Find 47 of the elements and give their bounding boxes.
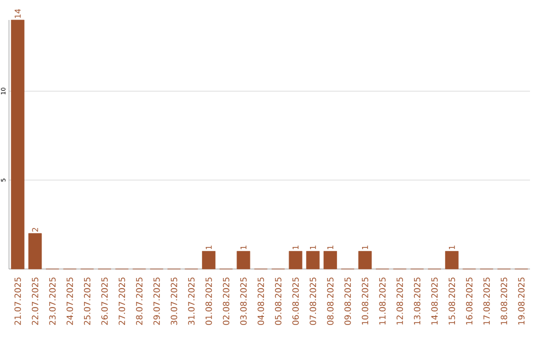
bar (306, 251, 320, 270)
x-tick-label: 29.07.2025 (153, 278, 160, 325)
bar (288, 251, 302, 270)
x-tick-label: 16.08.2025 (466, 278, 472, 325)
x-tick-label: 31.07.2025 (188, 278, 195, 325)
x-tick-label: 14.08.2025 (431, 278, 438, 325)
x-tick-label: 24.07.2025 (66, 278, 74, 325)
bar (236, 251, 250, 270)
x-tick-label: 21.07.2025 (14, 278, 21, 325)
x-tick-label: 23.07.2025 (49, 278, 56, 325)
x-tick-label: 13.08.2025 (414, 278, 420, 325)
data-label: 1 (448, 246, 455, 250)
x-tick-label: 06.08.2025 (292, 278, 299, 325)
x-tick-label: 18.08.2025 (500, 278, 508, 325)
x-tick-label: 26.07.2025 (101, 278, 108, 325)
bar (324, 251, 337, 270)
x-tick-label: 25.07.2025 (84, 278, 90, 325)
x-tick-label: 15.08.2025 (448, 278, 456, 325)
x-tick-label: 02.08.2025 (222, 278, 230, 325)
data-label: 1 (292, 246, 298, 250)
x-tick-label: 19.08.2025 (518, 278, 525, 325)
x-tick-label: 07.08.2025 (310, 278, 316, 325)
data-label: 1 (327, 246, 334, 250)
x-tick-label: 09.08.2025 (344, 278, 351, 325)
x-tick-label: 11.08.2025 (379, 278, 386, 325)
data-label: 2 (32, 228, 38, 232)
x-tick-label: 03.08.2025 (240, 278, 247, 325)
x-tick-label: 30.07.2025 (170, 278, 178, 325)
data-label: 1 (310, 246, 316, 250)
bar (358, 251, 372, 270)
x-tick-label: 10.08.2025 (362, 278, 368, 325)
x-tick-label: 12.08.2025 (396, 278, 403, 325)
bar (445, 251, 459, 270)
data-label: 1 (240, 246, 246, 250)
x-tick-label: 08.08.2025 (327, 278, 334, 325)
bar (202, 251, 216, 270)
x-tick-label: 22.07.2025 (32, 278, 38, 325)
x-tick-label: 17.08.2025 (483, 278, 490, 325)
x-tick-label: 05.08.2025 (274, 278, 282, 325)
x-tick-label: 04.08.2025 (258, 278, 264, 325)
x-tick-label: 28.07.2025 (136, 278, 142, 325)
bar (28, 233, 42, 270)
data-label: 1 (362, 246, 368, 250)
x-tick-label: 27.07.2025 (118, 278, 126, 325)
x-tick-label: 01.08.2025 (206, 278, 212, 325)
data-label: 14 (14, 9, 21, 18)
data-label: 1 (206, 246, 212, 250)
